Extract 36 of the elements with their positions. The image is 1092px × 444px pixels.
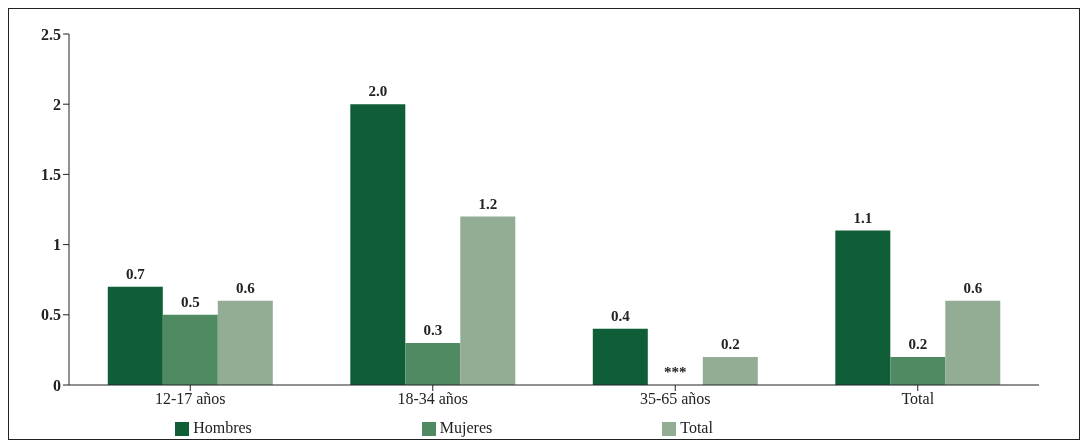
bar [592, 328, 648, 385]
data-label: 0.4 [610, 307, 631, 324]
data-label: 0.3 [423, 321, 443, 338]
legend-label: Total [680, 419, 713, 436]
x-tick-label: 18-34 años [397, 390, 469, 408]
data-label: 0.6 [235, 279, 256, 296]
bar [217, 300, 273, 385]
x-tick-label: 12-17 años [154, 390, 226, 408]
legend-label: Mujeres [439, 419, 493, 436]
bar [835, 230, 891, 385]
bar [945, 300, 1001, 385]
data-label: 0.7 [125, 265, 146, 282]
data-label: 0.2 [720, 335, 740, 352]
data-label: 1.2 [478, 195, 498, 212]
data-label: 0.2 [908, 335, 928, 352]
bar [890, 356, 946, 385]
bar [162, 314, 218, 385]
bar [350, 104, 406, 385]
bar [405, 342, 461, 385]
text: *** [664, 364, 687, 380]
y-tick-label: 2.5 [41, 25, 61, 43]
y-tick-label: 0.5 [41, 306, 61, 324]
y-tick-label: 0 [53, 376, 61, 394]
x-tick-label: 35-65 años [639, 390, 711, 408]
x-tick-label: Total [901, 390, 935, 408]
bar [107, 286, 163, 385]
data-label: 0.5 [180, 293, 200, 310]
y-tick-label: 2 [53, 95, 61, 113]
y-tick-label: 1 [53, 236, 61, 254]
data-label: 2.0 [368, 83, 388, 100]
bar [460, 216, 516, 385]
y-tick-label: 1.5 [41, 166, 61, 184]
bar [702, 356, 758, 385]
legend-label: Hombres [193, 419, 252, 436]
data-label: 1.1 [853, 209, 873, 226]
data-label: 0.6 [963, 279, 983, 296]
